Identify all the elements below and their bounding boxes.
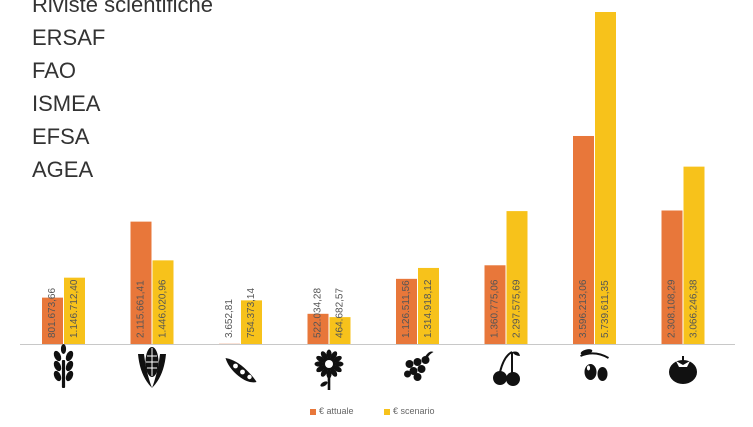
bar-attuale-olive (573, 135, 594, 344)
source-item: EFSA (32, 124, 90, 149)
sunflower-petal (320, 351, 328, 360)
bars-group: 801.673,66 1.146.712,40 2.115.661,41 1.446.… (42, 12, 705, 344)
data-label: 2.115.661,41 (136, 280, 147, 338)
category-icons (53, 344, 697, 390)
legend-swatch-scenario (384, 409, 390, 415)
corn-icon (138, 347, 166, 388)
data-label: 1.314.918,12 (423, 279, 434, 338)
bar-scenario-olive (595, 12, 616, 344)
bar-scenario-corn (152, 260, 174, 344)
data-label: 464.682,57 (335, 288, 346, 338)
bar-attuale-wheat (42, 297, 63, 344)
source-item: Riviste scientifiche (32, 0, 213, 17)
source-item: ISMEA (32, 91, 101, 116)
bar-attuale-cherry (484, 265, 506, 344)
sunflower-petal (330, 368, 338, 377)
data-label: 1.126.511,56 (401, 280, 412, 338)
sunflower-petal (316, 365, 325, 373)
bar-attuale-sunflower (307, 313, 329, 344)
data-label: 3.066.246,38 (689, 279, 700, 338)
data-label: 2.297.575,69 (512, 279, 523, 338)
data-label: 5.739.611,35 (600, 280, 611, 338)
bar-scenario-sunflower (329, 317, 351, 344)
wheat-icon (53, 344, 74, 388)
bar-attuale-corn (130, 221, 152, 344)
bar-scenario-tomato (683, 166, 705, 344)
bar-scenario-grape (418, 267, 439, 344)
olive-icon (580, 349, 609, 381)
data-label: 1.146.712,40 (69, 279, 80, 338)
bar-attuale-grape (396, 278, 417, 344)
bar-attuale-tomato (661, 210, 683, 344)
sunflower-petal (326, 369, 332, 379)
sunflower-icon (314, 349, 344, 390)
source-item: AGEA (32, 157, 94, 182)
bar-scenario-pea (241, 300, 262, 344)
pea-icon (225, 358, 257, 383)
tomato-icon (669, 356, 697, 384)
data-label: 754.373,14 (246, 288, 257, 338)
cherry-icon (493, 351, 520, 386)
data-label: 1.446.020,96 (158, 279, 169, 338)
source-item: ERSAF (32, 25, 106, 50)
legend-label-scenario: € scenario (393, 406, 435, 416)
data-sources-list: Riviste scientifiche ERSAF FAO ISMEA EFS… (32, 0, 213, 186)
sunflower-petal (333, 355, 342, 363)
legend-label-attuale: € attuale (319, 406, 354, 416)
legend-swatch-attuale (310, 409, 316, 415)
sunflower-petal (326, 349, 332, 359)
data-label: 1.360.775,06 (490, 279, 501, 338)
sunflower-petal (314, 361, 324, 367)
grape-icon (404, 351, 434, 381)
bar-scenario-cherry (506, 211, 528, 344)
sunflower-petal (334, 361, 344, 367)
data-label: 2.308.108,29 (667, 279, 678, 338)
data-label: 801.673,66 (47, 288, 58, 338)
data-label: 522.034,28 (313, 288, 324, 338)
bar-scenario-wheat (64, 277, 85, 344)
legend: € attuale € scenario (310, 406, 435, 416)
data-label: 3.652,81 (224, 299, 235, 338)
data-label: 3.596.213,06 (578, 279, 589, 338)
source-item: FAO (32, 58, 77, 83)
